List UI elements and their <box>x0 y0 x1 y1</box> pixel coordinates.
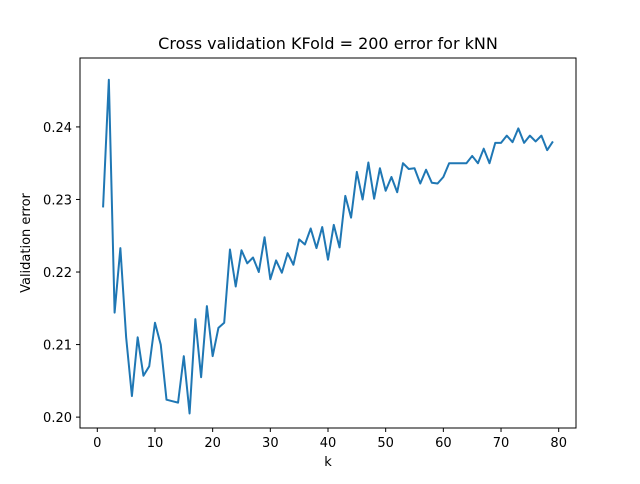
y-tick-label: 0.20 <box>43 411 72 426</box>
series-line <box>102 78 554 415</box>
x-tick-label: 30 <box>262 436 279 451</box>
x-tick-label: 80 <box>550 436 567 451</box>
x-tick-label: 50 <box>377 436 394 451</box>
y-tick-label: 0.22 <box>43 266 72 281</box>
y-tick-label: 0.21 <box>43 339 72 354</box>
x-tick-label: 60 <box>435 436 452 451</box>
chart-title: Cross validation KFold = 200 error for k… <box>158 34 498 53</box>
x-axis-label: k <box>324 455 332 470</box>
series-points <box>102 79 553 414</box>
y-tick-label: 0.24 <box>43 121 72 136</box>
x-axis: 0 10 20 30 40 50 60 70 80 <box>93 428 567 451</box>
axes-frame <box>79 57 577 429</box>
x-tick-label: 40 <box>320 436 337 451</box>
plot-area <box>79 57 577 429</box>
y-axis-label: Validation error <box>19 192 34 292</box>
y-tick-label: 0.23 <box>43 193 72 208</box>
series-layer <box>102 78 554 415</box>
x-tick-label: 20 <box>204 436 221 451</box>
y-axis: 0.20 0.21 0.22 0.23 0.24 <box>43 121 80 426</box>
x-tick-label: 70 <box>493 436 510 451</box>
x-tick-label: 10 <box>147 436 164 451</box>
x-tick-label: 0 <box>93 436 101 451</box>
